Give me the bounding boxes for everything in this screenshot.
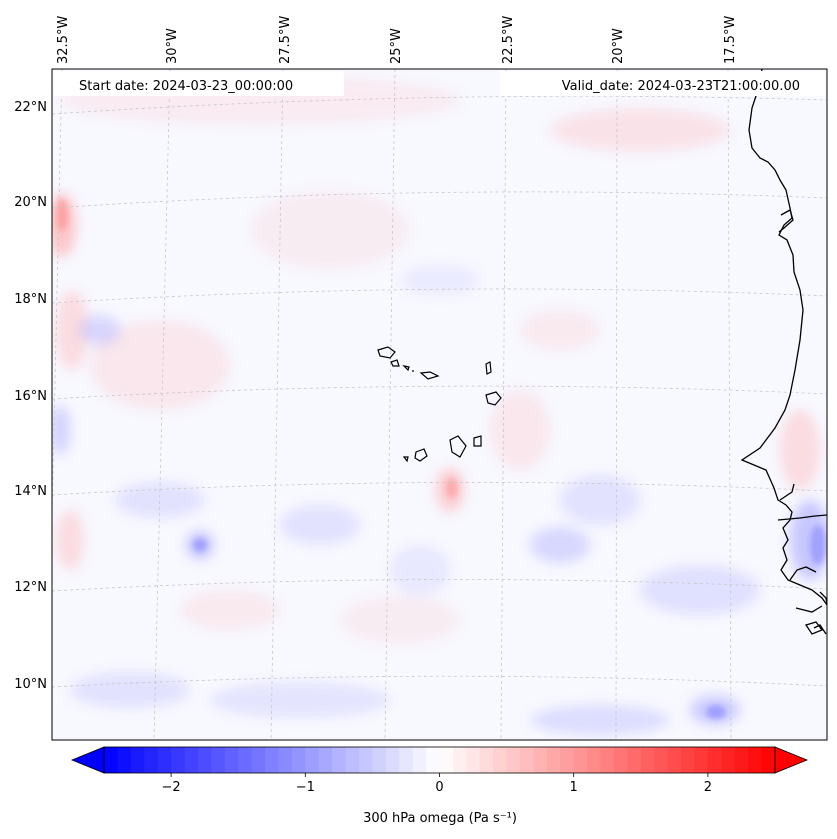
colorbar-swatch — [345, 747, 360, 773]
colorbar-swatch — [358, 747, 373, 773]
colorbar-swatch — [171, 747, 186, 773]
lat-label-20n: 20°N — [14, 195, 47, 210]
colorbar-extend-high — [774, 746, 809, 774]
lon-label-32-5w: 32.5°W — [56, 16, 71, 64]
colorbar-swatch — [640, 747, 655, 773]
african-coastline — [740, 69, 827, 635]
colorbar-swatch — [157, 747, 172, 773]
colorbar-swatch — [573, 747, 588, 773]
lon-label-25w: 25°W — [389, 28, 404, 64]
colorbar-tick-label: −2 — [162, 780, 181, 795]
colorbar-swatch — [734, 747, 749, 773]
colorbar-swatch — [533, 747, 548, 773]
cape-verde-islands — [377, 346, 502, 463]
colorbar-swatch — [197, 747, 212, 773]
colorbar-swatch — [238, 747, 253, 773]
colorbar-swatch — [426, 747, 441, 773]
longitude-labels: 32.5°W 30°W 27.5°W 25°W 22.5°W 20°W 17.5… — [56, 16, 738, 64]
colorbar-swatch — [681, 747, 696, 773]
colorbar-swatch — [130, 747, 145, 773]
lat-label-10n: 10°N — [14, 677, 47, 692]
colorbar-swatch — [305, 747, 320, 773]
colorbar-swatch — [506, 747, 521, 773]
lat-label-16n: 16°N — [14, 389, 47, 404]
colorbar-swatch — [184, 747, 199, 773]
latitude-labels: 22°N 20°N 18°N 16°N 14°N 12°N 10°N — [14, 100, 47, 692]
colorbar-swatch — [748, 747, 763, 773]
colorbar-tick-label: 0 — [435, 780, 443, 795]
colorbar-swatch — [560, 747, 575, 773]
colorbar-swatch — [707, 747, 722, 773]
colorbar-swatch — [667, 747, 682, 773]
colorbar-tick-label: 1 — [570, 780, 578, 795]
lat-label-18n: 18°N — [14, 292, 47, 307]
colorbar-swatch — [627, 747, 642, 773]
colorbar-swatch — [224, 747, 239, 773]
map-panel: Start date: 2024-03-23_00:00:00 Valid_da… — [51, 68, 828, 741]
lon-label-17-5w: 17.5°W — [723, 16, 738, 64]
lat-label-22n: 22°N — [14, 100, 47, 115]
colorbar-swatch — [332, 747, 347, 773]
colorbar-swatch — [399, 747, 414, 773]
map-frame — [51, 68, 828, 741]
lat-label-14n: 14°N — [14, 484, 47, 499]
colorbar-swatch — [412, 747, 427, 773]
colorbar-extend-low — [70, 746, 105, 774]
colorbar-swatch — [587, 747, 602, 773]
colorbar-swatch — [291, 747, 306, 773]
valid-date-box — [500, 71, 825, 96]
colorbar-swatch — [761, 747, 776, 773]
colorbar-swatch — [493, 747, 508, 773]
colorbar-swatch — [546, 747, 561, 773]
colorbar-swatch — [372, 747, 387, 773]
colorbar-tick-label: −1 — [296, 780, 315, 795]
colorbar-swatch — [721, 747, 736, 773]
colorbar: −2 −1 0 1 2 300 hPa omega (Pa s⁻¹) — [70, 746, 809, 826]
colorbar-swatch — [211, 747, 226, 773]
colorbar-swatch — [600, 747, 615, 773]
lon-label-22-5w: 22.5°W — [501, 16, 516, 64]
colorbar-swatch — [104, 747, 119, 773]
colorbar-swatch — [479, 747, 494, 773]
colorbar-swatch — [439, 747, 454, 773]
lon-label-20w: 20°W — [611, 28, 626, 64]
lat-label-12n: 12°N — [14, 580, 47, 595]
colorbar-swatch — [613, 747, 628, 773]
lon-label-30w: 30°W — [165, 28, 180, 64]
colorbar-swatch — [466, 747, 481, 773]
valid-date-label: Valid_date: 2024-03-23T21:00:00.00 — [562, 79, 800, 94]
colorbar-swatch — [385, 747, 400, 773]
colorbar-swatch — [278, 747, 293, 773]
colorbar-swatch — [520, 747, 535, 773]
colorbar-swatch — [251, 747, 266, 773]
colorbar-swatch — [265, 747, 280, 773]
start-date-label: Start date: 2024-03-23_00:00:00 — [79, 79, 293, 94]
lon-label-27-5w: 27.5°W — [278, 16, 293, 64]
colorbar-swatch — [654, 747, 669, 773]
colorbar-swatch — [694, 747, 709, 773]
colorbar-swatch — [117, 747, 132, 773]
colorbar-swatch — [452, 747, 467, 773]
colorbar-label: 300 hPa omega (Pa s⁻¹) — [363, 811, 517, 826]
colorbar-swatch — [144, 747, 159, 773]
graticule — [52, 69, 827, 740]
colorbar-swatches — [104, 747, 776, 773]
start-date-box — [54, 71, 344, 96]
colorbar-swatch — [318, 747, 333, 773]
colorbar-tick-label: 2 — [704, 780, 712, 795]
colorbar-ticks: −2 −1 0 1 2 — [162, 773, 712, 795]
